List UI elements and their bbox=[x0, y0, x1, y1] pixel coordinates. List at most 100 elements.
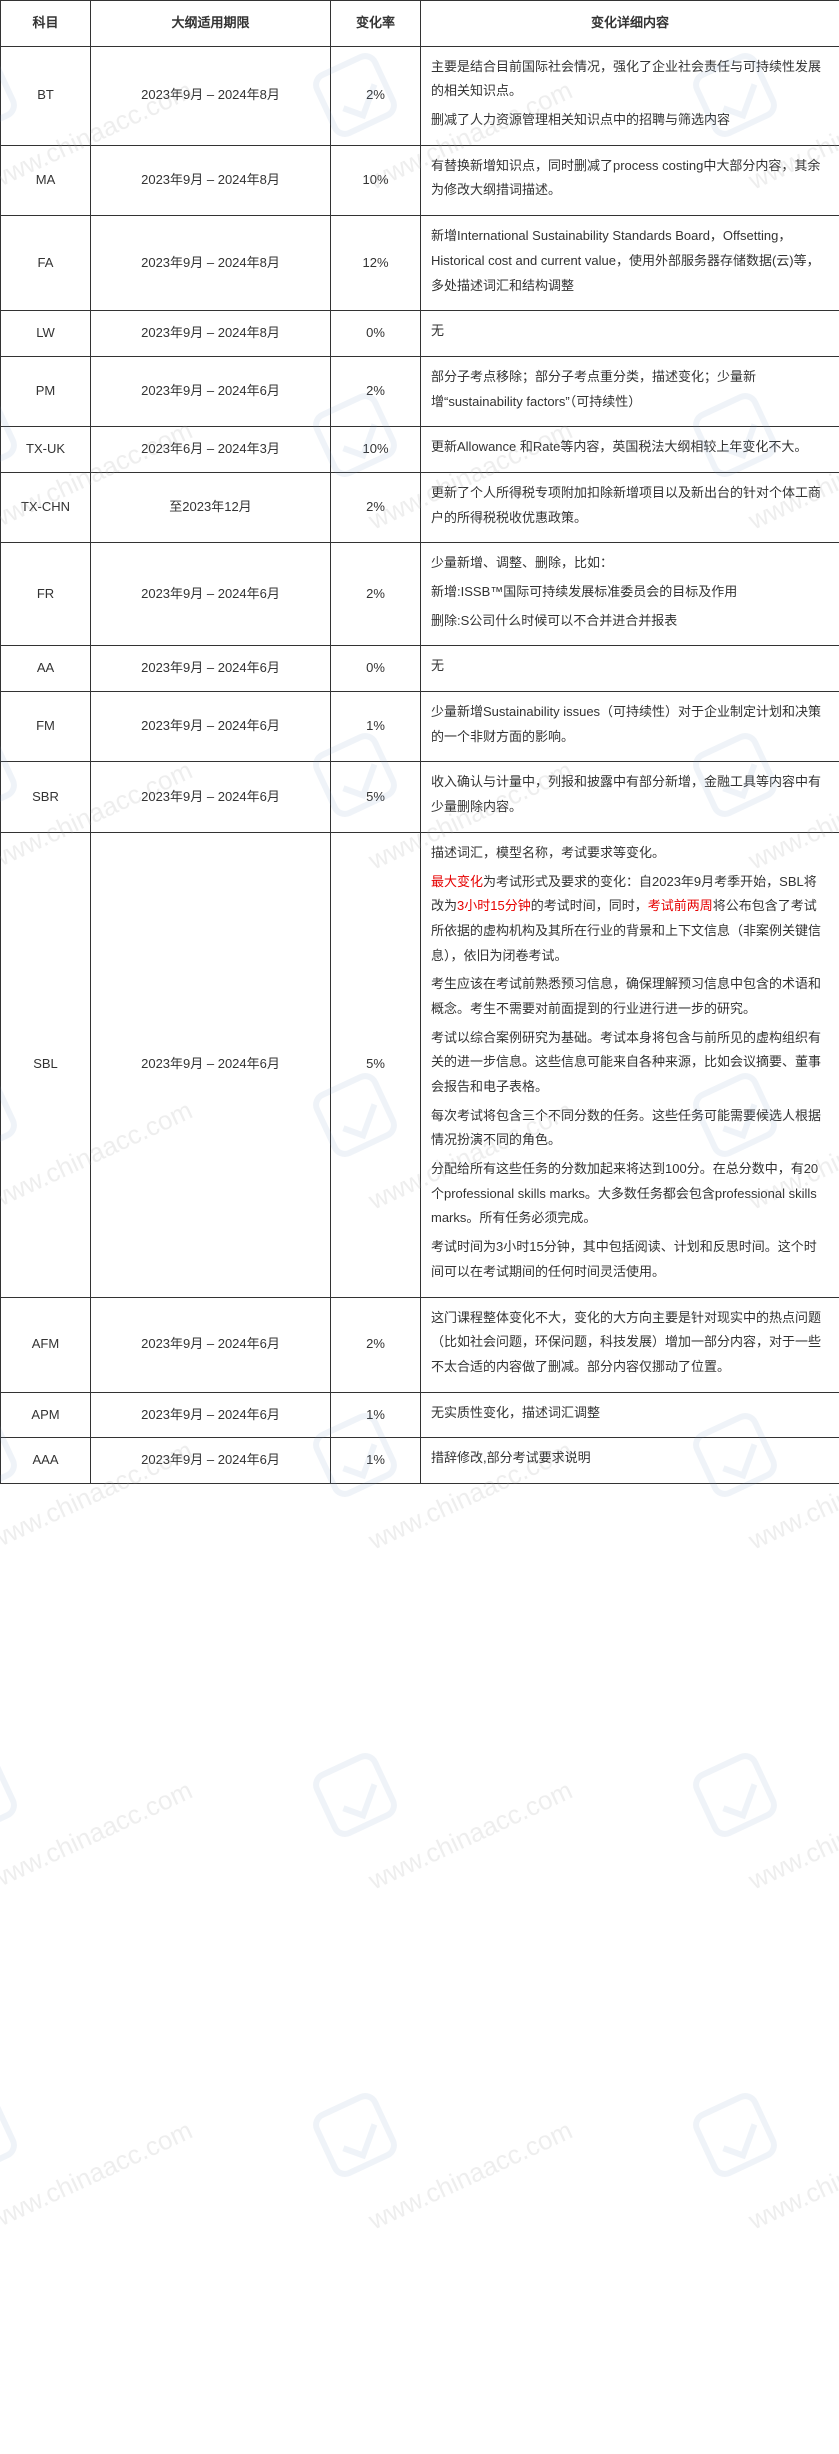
highlight-text: 考试前两周 bbox=[648, 898, 713, 913]
detail-paragraph: 主要是结合目前国际社会情况，强化了企业社会责任与可持续性发展的相关知识点。 bbox=[431, 55, 829, 104]
detail-paragraph: 考试以综合案例研究为基础。考试本身将包含与前所见的虚构组织有关的进一步信息。这些… bbox=[431, 1026, 829, 1100]
detail-paragraph: 最大变化为考试形式及要求的变化：自2023年9月考季开始，SBL将改为3小时15… bbox=[431, 870, 829, 969]
watermark-badge-icon bbox=[308, 2088, 401, 2181]
cell-detail: 少量新增Sustainability issues（可持续性）对于企业制定计划和… bbox=[421, 692, 839, 762]
detail-paragraph: 这门课程整体变化不大，变化的大方向主要是针对现实中的热点问题（比如社会问题，环保… bbox=[431, 1306, 829, 1380]
detail-paragraph: 新增:ISSB™国际可持续发展标准委员会的目标及作用 bbox=[431, 580, 829, 605]
table-row: FR2023年9月 – 2024年6月2% 少量新增、调整、删除，比如： 新增:IS… bbox=[1, 543, 839, 646]
cell-subject: AA bbox=[1, 646, 91, 692]
cell-period: 2023年9月 – 2024年6月 bbox=[91, 1297, 331, 1392]
watermark-badge-icon bbox=[308, 1748, 401, 1841]
syllabus-change-table: 科目 大纲适用期限 变化率 变化详细内容 BT2023年9月 – 2024年8月… bbox=[0, 0, 839, 1484]
cell-period: 2023年9月 – 2024年6月 bbox=[91, 832, 331, 1297]
detail-paragraph: 无 bbox=[431, 654, 829, 679]
detail-paragraph: 描述词汇，模型名称，考试要求等变化。 bbox=[431, 841, 829, 866]
cell-detail: 更新了个人所得税专项附加扣除新增项目以及新出台的针对个体工商户的所得税税收优惠政… bbox=[421, 472, 839, 542]
watermark-badge-icon bbox=[688, 2088, 781, 2181]
cell-rate: 10% bbox=[331, 145, 421, 215]
cell-detail: 少量新增、调整、删除，比如： 新增:ISSB™国际可持续发展标准委员会的目标及作用… bbox=[421, 543, 839, 646]
table-row: BT2023年9月 – 2024年8月2%主要是结合目前国际社会情况，强化了企业… bbox=[1, 46, 839, 145]
cell-period: 2023年9月 – 2024年6月 bbox=[91, 762, 331, 832]
cell-subject: APM bbox=[1, 1392, 91, 1438]
cell-period: 2023年6月 – 2024年3月 bbox=[91, 427, 331, 473]
watermark-text: www.chinaacc.com bbox=[744, 2115, 839, 2237]
highlight-text: 最大变化 bbox=[431, 874, 483, 889]
cell-subject: MA bbox=[1, 145, 91, 215]
table-row: MA2023年9月 – 2024年8月10%有替换新增知识点，同时删减了proc… bbox=[1, 145, 839, 215]
cell-detail: 更新Allowance 和Rate等内容，英国税法大纲相较上年变化不大。 bbox=[421, 427, 839, 473]
cell-period: 2023年9月 – 2024年6月 bbox=[91, 356, 331, 426]
cell-period: 2023年9月 – 2024年8月 bbox=[91, 216, 331, 311]
table-row: APM2023年9月 – 2024年6月1% 无实质性变化，描述词汇调整 bbox=[1, 1392, 839, 1438]
detail-paragraph: 无 bbox=[431, 319, 829, 344]
detail-paragraph: 更新了个人所得税专项附加扣除新增项目以及新出台的针对个体工商户的所得税税收优惠政… bbox=[431, 481, 829, 530]
cell-subject: AFM bbox=[1, 1297, 91, 1392]
cell-detail: 措辞修改,部分考试要求说明 bbox=[421, 1438, 839, 1484]
cell-rate: 2% bbox=[331, 543, 421, 646]
detail-paragraph: 考生应该在考试前熟悉预习信息，确保理解预习信息中包含的术语和概念。考生不需要对前… bbox=[431, 972, 829, 1021]
detail-paragraph: 无实质性变化，描述词汇调整 bbox=[431, 1401, 829, 1426]
cell-subject: FM bbox=[1, 692, 91, 762]
detail-paragraph: 少量新增Sustainability issues（可持续性）对于企业制定计划和… bbox=[431, 700, 829, 749]
cell-period: 至2023年12月 bbox=[91, 472, 331, 542]
table-row: SBR2023年9月 – 2024年6月5%收入确认与计量中，列报和披露中有部分… bbox=[1, 762, 839, 832]
watermark-text: www.chinaacc.com bbox=[0, 1775, 197, 1897]
detail-paragraph: 有替换新增知识点，同时删减了process costing中大部分内容，其余为修… bbox=[431, 154, 829, 203]
watermark-text: www.chinaacc.com bbox=[364, 2115, 577, 2237]
cell-rate: 5% bbox=[331, 762, 421, 832]
cell-detail: 收入确认与计量中，列报和披露中有部分新增，金融工具等内容中有少量删除内容。 bbox=[421, 762, 839, 832]
detail-paragraph: 删除:S公司什么时候可以不合并进合并报表 bbox=[431, 609, 829, 634]
header-subject: 科目 bbox=[1, 1, 91, 47]
cell-rate: 2% bbox=[331, 472, 421, 542]
detail-paragraph: 新增International Sustainability Standards… bbox=[431, 224, 829, 298]
table-row: TX-UK2023年6月 – 2024年3月10%更新Allowance 和Ra… bbox=[1, 427, 839, 473]
watermark-text: www.chinaacc.com bbox=[0, 2115, 197, 2237]
table-row: PM2023年9月 – 2024年6月2%部分子考点移除；部分子考点重分类，描述… bbox=[1, 356, 839, 426]
cell-subject: BT bbox=[1, 46, 91, 145]
highlight-text: 3小时15分钟 bbox=[457, 898, 531, 913]
cell-period: 2023年9月 – 2024年8月 bbox=[91, 311, 331, 357]
cell-period: 2023年9月 – 2024年6月 bbox=[91, 1438, 331, 1484]
cell-subject: TX-UK bbox=[1, 427, 91, 473]
cell-detail: 新增International Sustainability Standards… bbox=[421, 216, 839, 311]
watermark-badge-icon bbox=[0, 2088, 22, 2181]
cell-period: 2023年9月 – 2024年6月 bbox=[91, 543, 331, 646]
table-row: LW2023年9月 – 2024年8月0%无 bbox=[1, 311, 839, 357]
cell-detail: 这门课程整体变化不大，变化的大方向主要是针对现实中的热点问题（比如社会问题，环保… bbox=[421, 1297, 839, 1392]
header-period: 大纲适用期限 bbox=[91, 1, 331, 47]
cell-rate: 1% bbox=[331, 1392, 421, 1438]
detail-paragraph: 少量新增、调整、删除，比如： bbox=[431, 551, 829, 576]
watermark-badge-icon bbox=[688, 1748, 781, 1841]
cell-rate: 0% bbox=[331, 311, 421, 357]
cell-detail: 无 bbox=[421, 311, 839, 357]
detail-paragraph: 措辞修改,部分考试要求说明 bbox=[431, 1446, 829, 1471]
header-rate: 变化率 bbox=[331, 1, 421, 47]
cell-rate: 2% bbox=[331, 356, 421, 426]
cell-rate: 0% bbox=[331, 646, 421, 692]
table-row: FA2023年9月 – 2024年8月12%新增International Su… bbox=[1, 216, 839, 311]
cell-rate: 1% bbox=[331, 692, 421, 762]
cell-rate: 2% bbox=[331, 1297, 421, 1392]
cell-subject: FA bbox=[1, 216, 91, 311]
cell-subject: SBL bbox=[1, 832, 91, 1297]
cell-period: 2023年9月 – 2024年6月 bbox=[91, 692, 331, 762]
detail-paragraph: 删减了人力资源管理相关知识点中的招聘与筛选内容 bbox=[431, 108, 829, 133]
cell-detail: 主要是结合目前国际社会情况，强化了企业社会责任与可持续性发展的相关知识点。删减了… bbox=[421, 46, 839, 145]
cell-rate: 12% bbox=[331, 216, 421, 311]
table-header-row: 科目 大纲适用期限 变化率 变化详细内容 bbox=[1, 1, 839, 47]
cell-subject: AAA bbox=[1, 1438, 91, 1484]
watermark-text: www.chinaacc.com bbox=[744, 1775, 839, 1897]
cell-rate: 1% bbox=[331, 1438, 421, 1484]
header-detail: 变化详细内容 bbox=[421, 1, 839, 47]
table-row: AAA2023年9月 – 2024年6月1% 措辞修改,部分考试要求说明 bbox=[1, 1438, 839, 1484]
cell-detail: 有替换新增知识点，同时删减了process costing中大部分内容，其余为修… bbox=[421, 145, 839, 215]
detail-paragraph: 部分子考点移除；部分子考点重分类，描述变化；少量新增“sustainabilit… bbox=[431, 365, 829, 414]
cell-detail: 描述词汇，模型名称，考试要求等变化。最大变化为考试形式及要求的变化：自2023年… bbox=[421, 832, 839, 1297]
detail-paragraph: 考试时间为3小时15分钟，其中包括阅读、计划和反思时间。这个时间可以在考试期间的… bbox=[431, 1235, 829, 1284]
table-row: AFM2023年9月 – 2024年6月2%这门课程整体变化不大，变化的大方向主… bbox=[1, 1297, 839, 1392]
cell-period: 2023年9月 – 2024年8月 bbox=[91, 46, 331, 145]
cell-period: 2023年9月 – 2024年6月 bbox=[91, 1392, 331, 1438]
cell-subject: FR bbox=[1, 543, 91, 646]
detail-paragraph: 收入确认与计量中，列报和披露中有部分新增，金融工具等内容中有少量删除内容。 bbox=[431, 770, 829, 819]
cell-rate: 2% bbox=[331, 46, 421, 145]
